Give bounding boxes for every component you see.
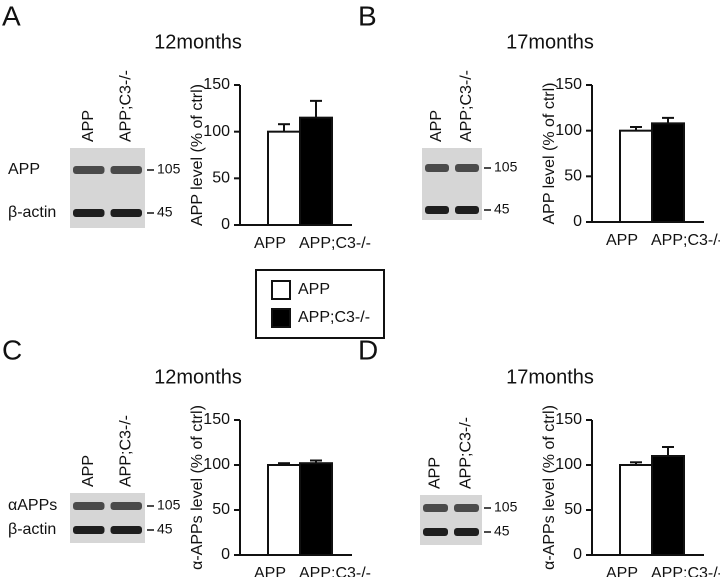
- blot-band: [73, 209, 105, 217]
- blot-image: [420, 495, 482, 545]
- blot-band: [454, 528, 479, 536]
- x-tick-label: APP;C3-/-: [299, 565, 371, 577]
- x-tick-label: APP: [254, 235, 286, 252]
- lane-label: APP;C3-/-: [117, 70, 134, 142]
- blot-band: [423, 504, 448, 512]
- x-tick-label: APP;C3-/-: [651, 232, 720, 249]
- blot-band: [455, 164, 479, 172]
- marker-label: 105: [157, 497, 181, 513]
- bar: [267, 130, 301, 227]
- marker-label: 45: [494, 201, 510, 217]
- legend-label: APP;C3-/-: [298, 309, 370, 326]
- marker-label: 45: [157, 204, 173, 220]
- bar: [267, 464, 301, 556]
- y-tick-label: 100: [203, 123, 230, 140]
- x-tick-label: APP;C3-/-: [651, 565, 720, 577]
- y-tick-label: 0: [573, 213, 582, 230]
- marker-label: 105: [494, 499, 518, 515]
- blot-image: [70, 493, 145, 543]
- marker-label: 105: [157, 161, 181, 177]
- bar: [651, 122, 685, 223]
- bar: [299, 116, 333, 226]
- lane-label: APP: [80, 455, 97, 487]
- y-tick-label: 100: [203, 456, 230, 473]
- legend-swatch: [271, 280, 291, 300]
- blot-band: [73, 526, 105, 534]
- lane-label: APP: [427, 457, 444, 489]
- lane-label: APP;C3-/-: [458, 70, 475, 142]
- panel-letter: C: [2, 334, 22, 365]
- marker-label: 105: [494, 159, 518, 175]
- y-tick-label: 50: [564, 168, 582, 185]
- blot-band: [425, 164, 449, 172]
- chart-title: 12months: [154, 366, 242, 388]
- row-label: β-actin: [8, 521, 56, 538]
- y-tick-label: 100: [555, 122, 582, 139]
- blot-band: [455, 206, 479, 214]
- blot-band: [110, 209, 142, 217]
- row-label: αAPPs: [8, 497, 57, 514]
- legend-swatch: [271, 308, 291, 328]
- chart-title: 17months: [506, 31, 594, 53]
- blot-band: [454, 504, 479, 512]
- chart-title: 17months: [506, 366, 594, 388]
- y-tick-label: 150: [555, 76, 582, 93]
- panel-letter: D: [358, 334, 378, 365]
- bar: [619, 129, 653, 224]
- lane-label: APP: [428, 110, 445, 142]
- y-tick-label: 50: [564, 501, 582, 518]
- lane-label: APP;C3-/-: [458, 417, 475, 489]
- blot-band: [425, 206, 449, 214]
- x-tick-label: APP: [254, 565, 286, 577]
- y-axis-label: α-APPs level (% of ctrl): [189, 405, 206, 570]
- blot-band: [423, 528, 448, 536]
- bar: [299, 462, 333, 557]
- bar: [651, 455, 685, 556]
- y-tick-label: 50: [212, 170, 230, 187]
- y-tick-label: 0: [573, 546, 582, 563]
- y-axis-label: APP level (% of ctrl): [541, 83, 558, 225]
- blot-band: [110, 502, 142, 510]
- x-tick-label: APP: [606, 565, 638, 577]
- y-tick-label: 50: [212, 501, 230, 518]
- x-tick-label: APP: [606, 232, 638, 249]
- y-tick-label: 150: [555, 411, 582, 428]
- bar: [619, 464, 653, 556]
- y-tick-label: 150: [203, 411, 230, 428]
- x-tick-label: APP;C3-/-: [299, 235, 371, 252]
- lane-label: APP;C3-/-: [117, 415, 134, 487]
- y-axis-label: APP level (% of ctrl): [189, 84, 206, 226]
- marker-label: 45: [157, 521, 173, 537]
- blot-band: [110, 166, 142, 174]
- chart-title: 12months: [154, 31, 242, 53]
- y-tick-label: 0: [221, 546, 230, 563]
- blot-band: [73, 502, 105, 510]
- legend-label: APP: [298, 281, 330, 298]
- panel-letter: B: [358, 0, 377, 31]
- y-tick-label: 0: [221, 216, 230, 233]
- y-axis-label: α-APPs level (% of ctrl): [541, 405, 558, 570]
- row-label: APP: [8, 161, 40, 178]
- y-tick-label: 150: [203, 76, 230, 93]
- blot-band: [110, 526, 142, 534]
- marker-label: 45: [494, 523, 510, 539]
- row-label: β-actin: [8, 204, 56, 221]
- lane-label: APP: [80, 110, 97, 142]
- blot-band: [73, 166, 105, 174]
- panel-letter: A: [2, 0, 21, 31]
- y-tick-label: 100: [555, 456, 582, 473]
